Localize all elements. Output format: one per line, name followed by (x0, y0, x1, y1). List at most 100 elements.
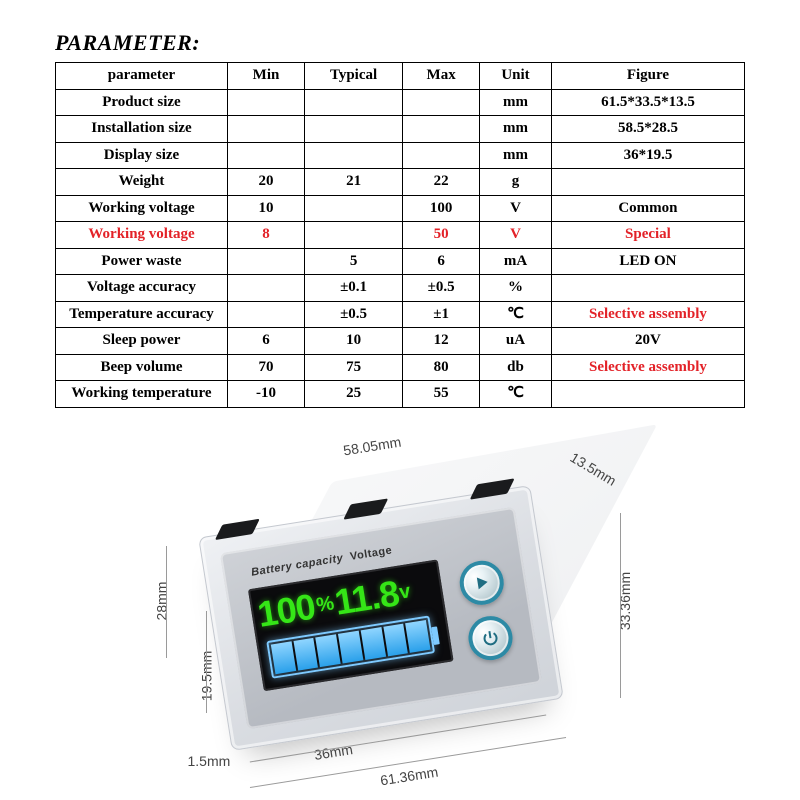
table-cell: 55 (403, 381, 480, 408)
table-cell (403, 116, 480, 143)
table-cell: 20 (227, 169, 304, 196)
table-header-row: parameter Min Typical Max Unit Figure (56, 63, 745, 90)
table-cell: V (480, 222, 552, 249)
table-cell: Beep volume (56, 354, 228, 381)
dim-top: 58.05mm (342, 433, 402, 458)
table-cell (305, 222, 403, 249)
table-row: Product size mm61.5*33.5*13.5 (56, 89, 745, 116)
play-icon (472, 573, 490, 591)
table-row: Weight202122g (56, 169, 745, 196)
table-cell: 25 (305, 381, 403, 408)
table-cell (305, 89, 403, 116)
table-row: Beep volume707580dbSelective assembly (56, 354, 745, 381)
table-cell (551, 381, 744, 408)
table-cell: 12 (403, 328, 480, 355)
table-cell: 50 (403, 222, 480, 249)
table-cell: Working voltage (56, 195, 228, 222)
table-cell: ±0.5 (403, 275, 480, 302)
table-cell: Sleep power (56, 328, 228, 355)
table-cell (403, 142, 480, 169)
table-cell: 6 (227, 328, 304, 355)
table-cell (227, 275, 304, 302)
col-max: Max (403, 63, 480, 90)
table-cell (227, 142, 304, 169)
table-cell: 75 (305, 354, 403, 381)
table-row: Power waste 56mALED ON (56, 248, 745, 275)
table-cell: ±0.1 (305, 275, 403, 302)
table-cell: 5 (305, 248, 403, 275)
table-cell: 20V (551, 328, 744, 355)
table-cell (305, 142, 403, 169)
table-row: Sleep power61012uA20V (56, 328, 745, 355)
table-cell: ±1 (403, 301, 480, 328)
col-unit: Unit (480, 63, 552, 90)
table-row: Working voltage10100VCommon (56, 195, 745, 222)
table-cell: Working temperature (56, 381, 228, 408)
table-cell: 70 (227, 354, 304, 381)
power-button[interactable] (465, 612, 515, 662)
table-cell: g (480, 169, 552, 196)
table-cell (551, 169, 744, 196)
dim-height-sm: 28mm (153, 581, 169, 620)
table-cell: 61.5*33.5*13.5 (551, 89, 744, 116)
table-row: Working temperature-102555℃ (56, 381, 745, 408)
table-cell: Power waste (56, 248, 228, 275)
table-row: Installation sizemm58.5*28.5 (56, 116, 745, 143)
table-cell: 58.5*28.5 (551, 116, 744, 143)
table-cell: db (480, 354, 552, 381)
table-cell: ℃ (480, 301, 552, 328)
table-cell: Product size (56, 89, 228, 116)
table-cell: 21 (305, 169, 403, 196)
table-cell: Installation size (56, 116, 228, 143)
table-cell (227, 116, 304, 143)
play-button[interactable] (456, 557, 506, 607)
table-row: Temperature accuracy ±0.5±1℃Selective ass… (56, 301, 745, 328)
table-row: Voltage accuracy ±0.1±0.5% (56, 275, 745, 302)
table-cell: 6 (403, 248, 480, 275)
table-cell: uA (480, 328, 552, 355)
col-min: Min (227, 63, 304, 90)
table-cell: 36*19.5 (551, 142, 744, 169)
table-cell: ℃ (480, 381, 552, 408)
section-title: PARAMETER: (55, 30, 745, 56)
table-cell: % (480, 275, 552, 302)
col-figure: Figure (551, 63, 744, 90)
col-typical: Typical (305, 63, 403, 90)
table-cell: Selective assembly (551, 354, 744, 381)
dim-overall-w: 61.36mm (379, 763, 439, 788)
table-cell (305, 195, 403, 222)
table-cell: mm (480, 142, 552, 169)
device-housing: Battery capacity Voltage 100%11.8v (198, 485, 564, 751)
table-cell: 100 (403, 195, 480, 222)
table-cell: LED ON (551, 248, 744, 275)
table-cell (227, 301, 304, 328)
lcd-screen: 100%11.8v (247, 559, 453, 691)
parameter-table: parameter Min Typical Max Unit Figure Pr… (55, 62, 745, 408)
table-row: Display size mm36*19.5 (56, 142, 745, 169)
table-cell: V (480, 195, 552, 222)
power-icon (481, 628, 499, 646)
table-cell (551, 275, 744, 302)
table-row: Working voltage850VSpecial (56, 222, 745, 249)
table-cell: ±0.5 (305, 301, 403, 328)
table-cell (227, 248, 304, 275)
table-cell: mm (480, 89, 552, 116)
table-cell: 22 (403, 169, 480, 196)
table-cell: Temperature accuracy (56, 301, 228, 328)
table-cell: mA (480, 248, 552, 275)
table-cell: Selective assembly (551, 301, 744, 328)
device-bezel: Battery capacity Voltage 100%11.8v (219, 506, 541, 728)
table-cell: Weight (56, 169, 228, 196)
table-cell: -10 (227, 381, 304, 408)
table-cell: Working voltage (56, 222, 228, 249)
product-illustration: Battery capacity Voltage 100%11.8v 58.05… (148, 438, 653, 793)
table-cell (305, 116, 403, 143)
col-parameter: parameter (56, 63, 228, 90)
table-cell: 8 (227, 222, 304, 249)
table-cell (403, 89, 480, 116)
table-cell: 10 (305, 328, 403, 355)
table-cell: Common (551, 195, 744, 222)
table-cell: Voltage accuracy (56, 275, 228, 302)
table-cell: Display size (56, 142, 228, 169)
table-cell: 80 (403, 354, 480, 381)
